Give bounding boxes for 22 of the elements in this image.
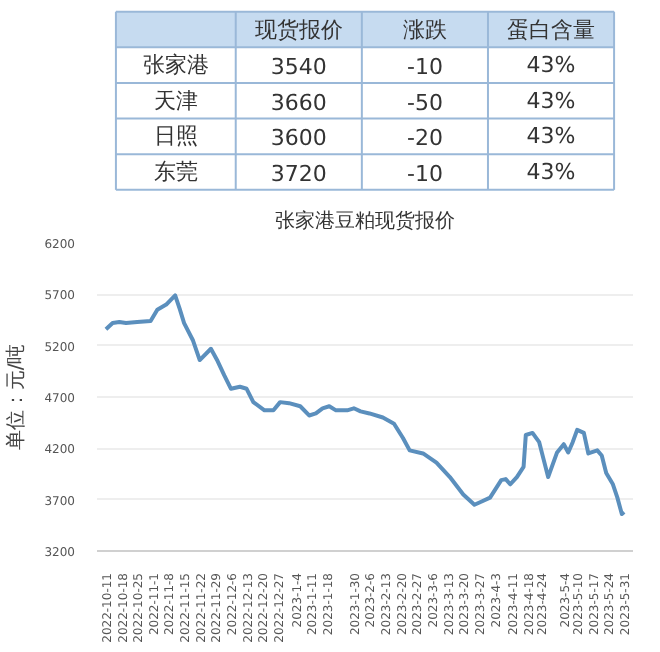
text: 43% (526, 123, 576, 150)
text: 3660 (270, 89, 327, 116)
category-label: 天津 (153, 87, 198, 114)
category-label: 日照 (153, 123, 198, 150)
text: 43% (526, 52, 576, 79)
category-label: 张家港 (142, 52, 209, 79)
text: 43% (526, 87, 576, 114)
text: -10 (406, 54, 443, 81)
chart-title: 张家港豆粕现货报价 (275, 209, 455, 233)
text: 3600 (270, 125, 327, 152)
category-label: 现货报价 (254, 16, 343, 43)
text: -50 (406, 89, 443, 116)
text: 43% (526, 159, 576, 186)
category-label: 蛋白含量 (507, 16, 596, 43)
text: -20 (406, 125, 443, 152)
category-label: 涨跌 (402, 16, 447, 43)
text: -10 (406, 161, 443, 188)
line-series (103, 293, 627, 517)
text: 3540 (270, 54, 327, 81)
text: 3720 (270, 161, 327, 188)
category-label: 东莞 (153, 159, 198, 186)
y-axis-title: 单位：元/吨 (4, 343, 29, 451)
